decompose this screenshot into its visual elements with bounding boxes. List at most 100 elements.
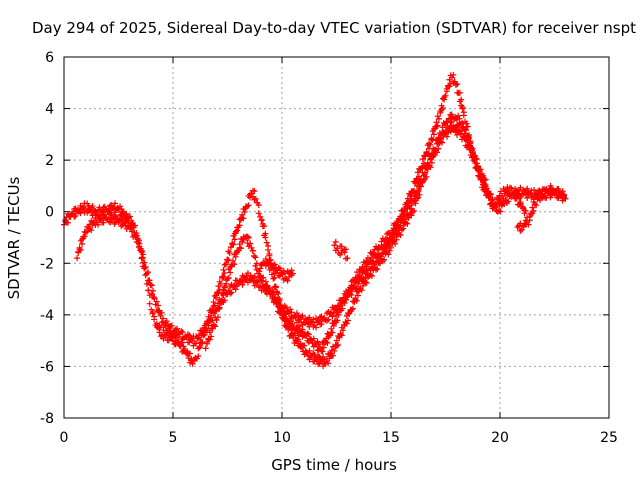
data-point-trace-offset (409, 208, 416, 215)
data-point-trace-right-cluster (493, 200, 500, 207)
data-point-trace-main (458, 102, 465, 109)
data-point-trace-main (252, 195, 259, 202)
data-point-trace-upper (367, 266, 374, 273)
data-point-trace-main (528, 187, 535, 194)
data-point-trace-offset (227, 290, 234, 297)
data-point-trace-offset (277, 310, 284, 317)
data-point-trace-main (460, 109, 467, 116)
data-point-trace-main (187, 350, 194, 357)
data-point-trace-upper (261, 283, 268, 290)
data-point-trace-short-segments (332, 238, 339, 245)
data-point-trace-offset (172, 326, 179, 333)
data-point-trace-main (72, 212, 79, 219)
data-point-trace-main (224, 256, 231, 263)
data-point-trace-upper (408, 202, 415, 209)
data-point-trace-main (419, 156, 426, 163)
data-point-trace-right-cluster (529, 204, 536, 211)
data-point-trace-main (335, 311, 342, 318)
data-point-trace-offset (193, 340, 200, 347)
data-point-trace-upper (244, 233, 251, 240)
data-point-trace-short-segments (280, 267, 287, 274)
data-point-trace-offset (174, 334, 181, 341)
data-point-trace-upper (318, 321, 325, 328)
data-point-trace-upper (364, 261, 371, 268)
data-point-trace-upper (487, 191, 494, 198)
data-point-trace-main (449, 74, 456, 81)
data-point-trace-offset (184, 331, 191, 338)
data-point-trace-main (446, 83, 453, 90)
data-point-trace-main (501, 200, 508, 207)
data-point-trace-upper (474, 163, 481, 170)
data-point-trace-right-cluster (492, 200, 499, 207)
x-tick-label: 20 (491, 430, 509, 446)
data-point-trace-main (157, 324, 164, 331)
data-point-trace-offset (243, 273, 250, 280)
data-point-trace-offset (146, 277, 153, 284)
data-point-trace-offset (231, 282, 238, 289)
data-point-trace-right-cluster (547, 182, 554, 189)
data-point-trace-upper (473, 156, 480, 163)
data-point-trace-main (315, 341, 322, 348)
data-point-trace-main (531, 186, 538, 193)
data-point-trace-offset (247, 277, 254, 284)
data-point-trace-upper (325, 316, 332, 323)
data-point-trace-right-cluster (555, 185, 562, 192)
data-point-trace-main (101, 203, 108, 210)
data-point-trace-upper (424, 159, 431, 166)
data-point-trace-main (123, 210, 130, 217)
data-point-trace-upper (352, 285, 359, 292)
data-point-trace-upper (426, 162, 433, 169)
data-point-trace-upper (417, 175, 424, 182)
data-point-trace-upper (481, 177, 488, 184)
data-point-trace-upper (448, 118, 455, 125)
data-point-trace-offset (373, 266, 380, 273)
data-point-trace-upper (283, 304, 290, 311)
data-point-trace-main (295, 323, 302, 330)
data-point-trace-upper (457, 121, 464, 128)
data-point-trace-main (255, 210, 262, 217)
data-point-trace-main (427, 141, 434, 148)
data-point-trace-offset (385, 251, 392, 258)
data-point-trace-short-segments (262, 255, 269, 262)
y-tick-label: 4 (45, 102, 54, 118)
data-point-trace-offset (363, 279, 370, 286)
data-point-trace-upper (341, 300, 348, 307)
data-point-trace-main (156, 329, 163, 336)
data-point-trace-main (334, 317, 341, 324)
data-point-trace-upper (337, 302, 344, 309)
data-point-trace-main (463, 120, 470, 127)
data-point-trace-offset (155, 302, 162, 309)
data-point-trace-short-segments (523, 221, 530, 228)
data-point-trace-upper (413, 191, 420, 198)
x-tick-label: 10 (273, 430, 291, 446)
grid-lines (64, 57, 609, 418)
data-point-trace-short-segments (338, 243, 345, 250)
data-point-trace-right-cluster (505, 188, 512, 195)
data-point-trace-offset (82, 229, 89, 236)
data-point-trace-upper (256, 268, 263, 275)
data-point-trace-upper (260, 274, 267, 281)
data-point-trace-offset (251, 282, 258, 289)
data-point-trace-upper (373, 258, 380, 265)
y-tick-label: -8 (40, 411, 54, 427)
data-point-trace-main (225, 257, 232, 264)
y-tick-label: -2 (40, 256, 54, 272)
data-point-trace-main (442, 92, 449, 99)
x-tick-label: 0 (60, 430, 69, 446)
data-point-trace-upper (348, 292, 355, 299)
data-point-trace-short-segments (289, 270, 296, 277)
data-point-trace-offset (168, 322, 175, 329)
data-point-trace-main (329, 329, 336, 336)
data-point-trace-main (195, 353, 202, 360)
data-point-trace-main (364, 255, 371, 262)
x-axis-label: GPS time / hours (271, 456, 397, 474)
data-point-trace-offset (88, 227, 95, 234)
chart-title: Day 294 of 2025, Sidereal Day-to-day VTE… (32, 19, 636, 37)
data-point-trace-upper (412, 189, 419, 196)
axis-ticks: 0 5 10 15 20 25 -8 -6 -4 -2 0 2 4 6 (40, 50, 618, 446)
data-point-trace-main (151, 313, 158, 320)
data-point-trace-right-cluster (517, 200, 524, 207)
data-point-trace-short-segments (284, 268, 291, 275)
y-tick-label: 0 (45, 205, 54, 221)
